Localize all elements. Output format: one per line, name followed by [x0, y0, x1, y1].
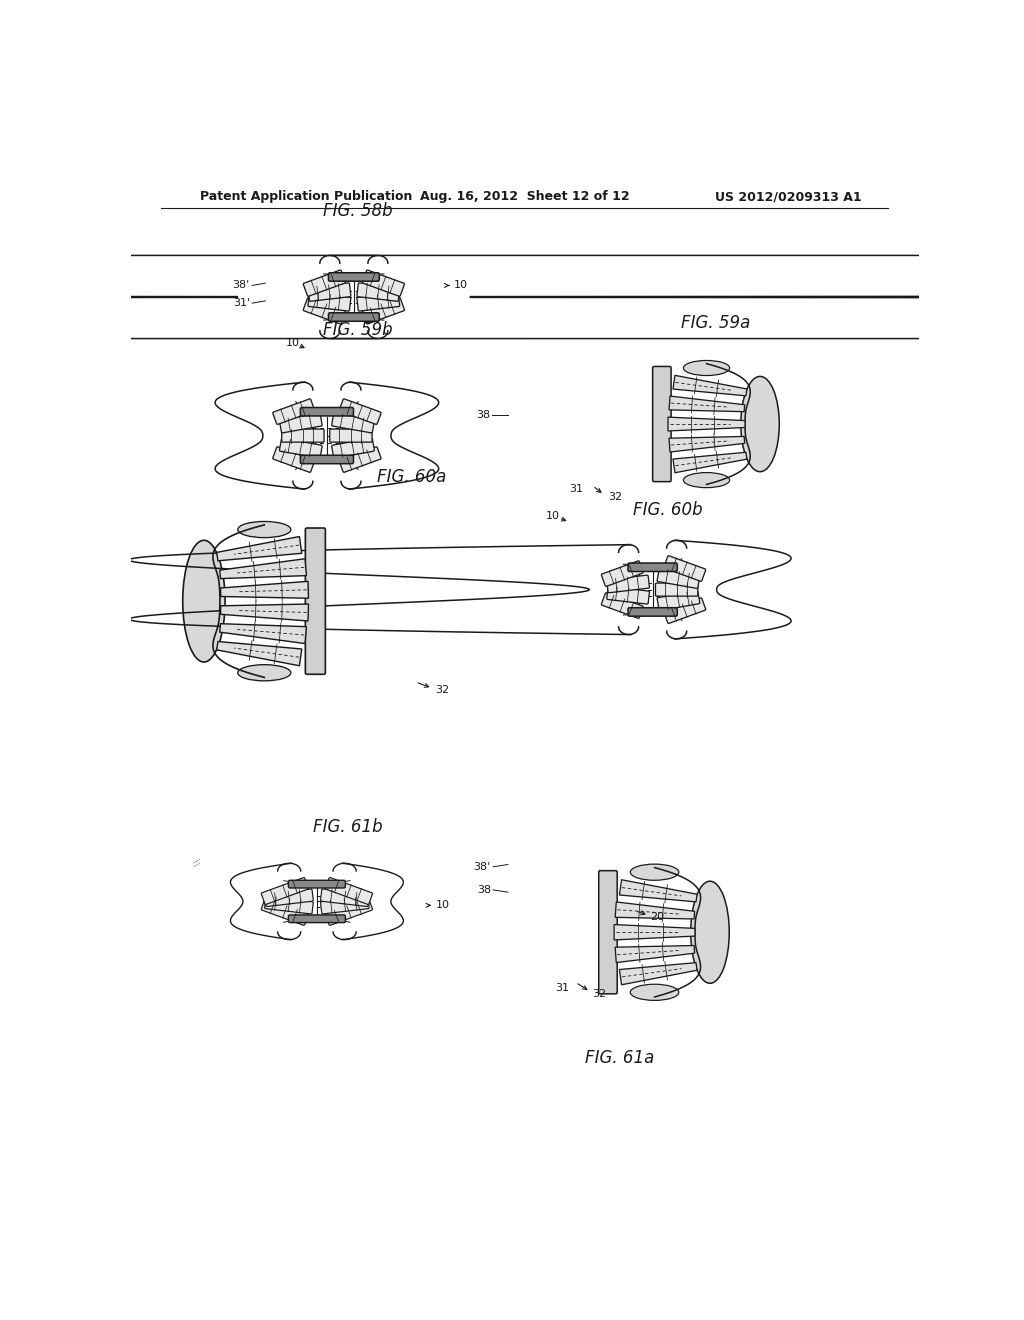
FancyBboxPatch shape	[655, 583, 697, 597]
FancyBboxPatch shape	[264, 896, 313, 913]
Text: Patent Application Publication: Patent Application Publication	[200, 190, 413, 203]
Text: FIG. 61a: FIG. 61a	[585, 1049, 654, 1067]
Polygon shape	[620, 962, 697, 985]
Polygon shape	[614, 924, 695, 940]
FancyBboxPatch shape	[329, 273, 379, 281]
Ellipse shape	[683, 360, 730, 376]
FancyBboxPatch shape	[321, 888, 370, 907]
Text: 10: 10	[546, 511, 560, 521]
FancyBboxPatch shape	[357, 293, 399, 312]
Text: Aug. 16, 2012  Sheet 12 of 12: Aug. 16, 2012 Sheet 12 of 12	[420, 190, 630, 203]
FancyBboxPatch shape	[326, 878, 373, 904]
FancyBboxPatch shape	[303, 298, 345, 323]
Polygon shape	[220, 558, 306, 578]
FancyBboxPatch shape	[261, 878, 308, 904]
Polygon shape	[673, 453, 746, 473]
FancyBboxPatch shape	[264, 888, 313, 907]
FancyBboxPatch shape	[601, 593, 643, 618]
Polygon shape	[220, 581, 308, 598]
Text: 31': 31'	[232, 298, 250, 308]
FancyBboxPatch shape	[362, 298, 404, 323]
Text: 10: 10	[286, 338, 300, 348]
Polygon shape	[620, 879, 697, 902]
FancyBboxPatch shape	[326, 899, 373, 925]
FancyBboxPatch shape	[601, 561, 643, 586]
Text: 20: 20	[650, 912, 665, 921]
FancyBboxPatch shape	[272, 446, 314, 473]
Text: 38: 38	[476, 409, 490, 420]
Ellipse shape	[182, 540, 225, 663]
Polygon shape	[669, 396, 744, 412]
FancyBboxPatch shape	[362, 271, 404, 296]
FancyBboxPatch shape	[305, 528, 326, 675]
FancyBboxPatch shape	[308, 293, 351, 312]
FancyBboxPatch shape	[628, 564, 677, 572]
Text: 32: 32	[593, 989, 606, 999]
Text: 31: 31	[569, 484, 584, 495]
Text: FIG. 60a: FIG. 60a	[377, 467, 446, 486]
Text: FIG. 58b: FIG. 58b	[323, 202, 392, 220]
Text: 38': 38'	[474, 862, 490, 871]
Ellipse shape	[683, 473, 730, 487]
FancyBboxPatch shape	[300, 408, 353, 416]
FancyBboxPatch shape	[289, 915, 345, 923]
Text: 31: 31	[555, 982, 569, 993]
FancyBboxPatch shape	[330, 429, 372, 442]
Polygon shape	[668, 417, 745, 430]
FancyBboxPatch shape	[303, 271, 345, 296]
FancyBboxPatch shape	[289, 880, 345, 888]
Text: FIG. 59a: FIG. 59a	[681, 314, 751, 331]
Ellipse shape	[740, 376, 779, 471]
FancyBboxPatch shape	[652, 367, 671, 482]
Text: 38': 38'	[232, 280, 250, 290]
Text: FIG. 61b: FIG. 61b	[313, 818, 383, 836]
Text: 32: 32	[608, 492, 623, 502]
Text: FIG. 59b: FIG. 59b	[323, 321, 392, 339]
FancyBboxPatch shape	[280, 413, 323, 433]
FancyBboxPatch shape	[329, 313, 379, 321]
FancyBboxPatch shape	[332, 413, 375, 433]
FancyBboxPatch shape	[332, 438, 375, 458]
Polygon shape	[669, 437, 744, 451]
FancyBboxPatch shape	[280, 438, 323, 458]
FancyBboxPatch shape	[607, 576, 649, 593]
FancyBboxPatch shape	[599, 871, 617, 994]
FancyBboxPatch shape	[607, 586, 649, 605]
Ellipse shape	[238, 665, 291, 681]
Polygon shape	[217, 642, 302, 665]
FancyBboxPatch shape	[282, 429, 324, 442]
Ellipse shape	[631, 865, 679, 880]
Polygon shape	[220, 624, 306, 644]
FancyBboxPatch shape	[339, 446, 381, 473]
Text: FIG. 60b: FIG. 60b	[634, 500, 703, 519]
Polygon shape	[615, 945, 694, 962]
Polygon shape	[673, 375, 746, 396]
FancyBboxPatch shape	[628, 607, 677, 616]
Ellipse shape	[631, 985, 679, 1001]
Text: 32: 32	[435, 685, 449, 694]
FancyBboxPatch shape	[261, 899, 308, 925]
Text: 10: 10	[436, 900, 451, 911]
Ellipse shape	[691, 882, 729, 983]
Ellipse shape	[238, 521, 291, 537]
Polygon shape	[217, 536, 302, 561]
Polygon shape	[220, 605, 308, 620]
FancyBboxPatch shape	[339, 399, 381, 425]
Text: US 2012/0209313 A1: US 2012/0209313 A1	[716, 190, 862, 203]
FancyBboxPatch shape	[300, 455, 353, 463]
FancyBboxPatch shape	[657, 569, 699, 589]
FancyBboxPatch shape	[357, 282, 399, 301]
FancyBboxPatch shape	[664, 556, 706, 581]
FancyBboxPatch shape	[321, 896, 370, 913]
FancyBboxPatch shape	[657, 591, 699, 611]
FancyBboxPatch shape	[308, 282, 351, 301]
FancyBboxPatch shape	[272, 399, 314, 425]
Polygon shape	[615, 902, 694, 919]
FancyBboxPatch shape	[664, 598, 706, 623]
Text: 38: 38	[477, 884, 490, 895]
Text: 10: 10	[454, 280, 468, 290]
